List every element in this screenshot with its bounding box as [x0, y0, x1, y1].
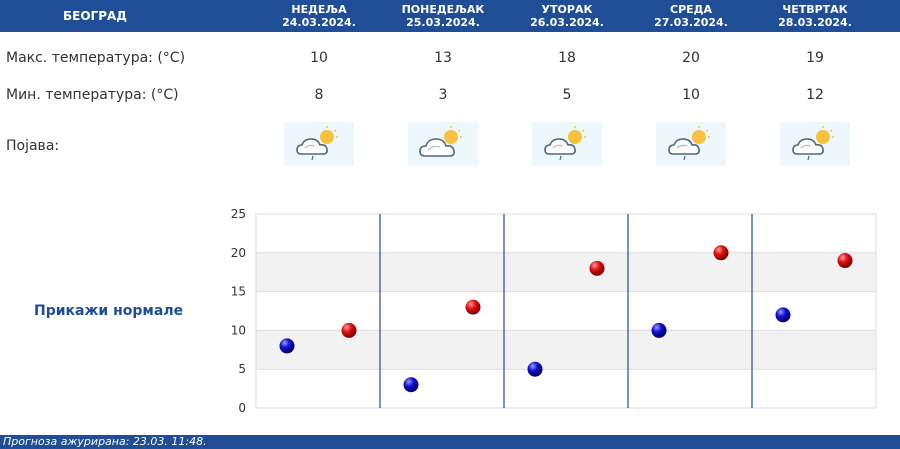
- day-header-1: ПОНЕДЕЉАК 25.03.2024.: [381, 3, 505, 29]
- max-temp-value: 18: [558, 50, 576, 66]
- day-header-4: ЧЕТВРТАК 28.03.2024.: [753, 3, 877, 29]
- footer-bar: Прогноза ажурирана: 23.03. 11:48.: [0, 435, 900, 449]
- max-temp-marker: [713, 245, 729, 261]
- partly-cloudy-sun-light-rain-icon: [532, 122, 602, 166]
- day-header-2: УТОРАК 26.03.2024.: [505, 3, 629, 29]
- max-temp-value: 10: [310, 50, 328, 66]
- forecast-updated-text: Прогноза ажурирана: 23.03. 11:48.: [3, 435, 207, 448]
- header-bar: БЕОГРАД НЕДЕЉА 24.03.2024. ПОНЕДЕЉАК 25.…: [0, 0, 900, 32]
- phenomenon-label: Појава:: [6, 138, 60, 154]
- min-temp-marker: [651, 322, 667, 338]
- min-temp-value: 8: [314, 87, 324, 103]
- y-tick-label: 15: [231, 285, 246, 299]
- y-tick-label: 10: [231, 323, 246, 337]
- max-temp-marker: [465, 299, 481, 315]
- day-name: ПОНЕДЕЉАК: [401, 3, 485, 16]
- max-temp-marker: [837, 253, 853, 269]
- min-temp-value: 10: [682, 87, 700, 103]
- min-temp-value: 5: [562, 87, 572, 103]
- partly-cloudy-sun-light-rain-icon: [780, 122, 850, 166]
- y-tick-label: 25: [231, 207, 246, 221]
- show-normals-link[interactable]: Прикажи нормале: [34, 303, 184, 319]
- day-name: ЧЕТВРТАК: [782, 3, 848, 16]
- day-name: СРЕДА: [670, 3, 712, 16]
- min-temp-marker: [527, 361, 543, 377]
- grid-band: [256, 330, 876, 370]
- day-date: 24.03.2024.: [282, 16, 356, 29]
- day-name: НЕДЕЉА: [291, 3, 347, 16]
- grid-band: [256, 252, 876, 292]
- min-temp-value: 3: [438, 87, 448, 103]
- min-temp-marker: [775, 307, 791, 323]
- min-temp-value: 12: [806, 87, 824, 103]
- y-tick-label: 0: [238, 401, 246, 415]
- y-tick-label: 5: [238, 362, 246, 376]
- max-temp-marker: [341, 322, 357, 338]
- min-temp-label: Мин. температура: (°C): [6, 87, 179, 103]
- day-date: 27.03.2024.: [654, 16, 728, 29]
- y-tick-label: 20: [231, 246, 246, 260]
- day-date: 26.03.2024.: [530, 16, 604, 29]
- min-temp-marker: [279, 338, 295, 354]
- partly-cloudy-sun-icon: [408, 122, 478, 166]
- max-temp-value: 20: [682, 50, 700, 66]
- max-temp-label: Макс. температура: (°C): [6, 50, 186, 66]
- max-temp-value: 13: [434, 50, 452, 66]
- day-date: 28.03.2024.: [778, 16, 852, 29]
- min-temp-marker: [403, 377, 419, 393]
- max-temp-marker: [589, 260, 605, 276]
- day-header-3: СРЕДА 27.03.2024.: [629, 3, 753, 29]
- city-name: БЕОГРАД: [63, 9, 127, 23]
- partly-cloudy-sun-icon: [284, 122, 354, 166]
- day-header-0: НЕДЕЉА 24.03.2024.: [257, 3, 381, 29]
- plot-border: [255, 213, 877, 409]
- temperature-chart: 0 5 10 15 20 25: [231, 207, 877, 415]
- max-temp-value: 19: [806, 50, 824, 66]
- partly-cloudy-sun-light-rain-icon: [656, 122, 726, 166]
- day-name: УТОРАК: [541, 3, 593, 16]
- day-date: 25.03.2024.: [406, 16, 480, 29]
